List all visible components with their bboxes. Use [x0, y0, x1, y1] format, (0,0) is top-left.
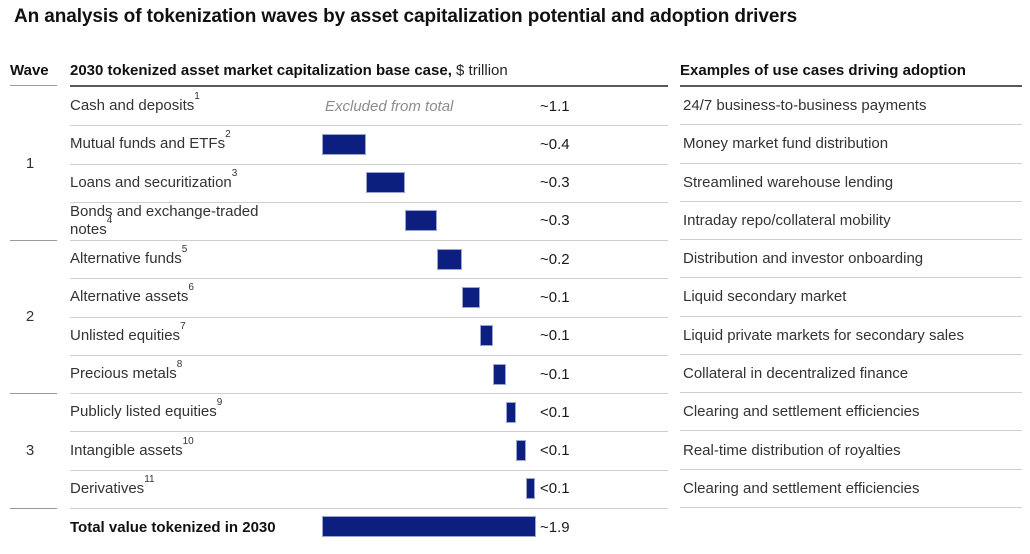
asset-row: Precious metals8 ~0.1 — [70, 355, 668, 395]
page-title: An analysis of tokenization waves by ass… — [14, 6, 798, 27]
asset-row: Unlisted equities7 ~0.1 — [70, 317, 668, 356]
use-case-cell: Clearing and settlement efficiencies — [680, 470, 1022, 508]
asset-value: <0.1 — [540, 480, 570, 498]
use-case-cell: Intraday repo/collateral mobility — [680, 202, 1022, 241]
wave-number: 1 — [25, 155, 35, 173]
asset-label: Loans and securitization3 — [70, 167, 238, 191]
wave-group-rule — [10, 508, 57, 509]
asset-row: Cash and deposits1 Excluded from total ~1.… — [70, 87, 668, 127]
use-case-cell: Distribution and investor onboarding — [680, 240, 1022, 279]
asset-label: Alternative funds5 — [70, 244, 188, 268]
asset-label: Intangible assets10 — [70, 435, 194, 459]
asset-row: Loans and securitization3 ~0.3 — [70, 164, 668, 203]
asset-row: Publicly listed equities9 <0.1 — [70, 393, 668, 433]
wave-number: 2 — [25, 308, 35, 326]
asset-row: Derivatives11 <0.1 — [70, 470, 668, 509]
wave-group-rule — [10, 240, 57, 242]
asset-value: ~0.1 — [540, 288, 570, 306]
use-case-cell: Collateral in decentralized finance — [680, 355, 1022, 394]
capitalization-header-text: 2030 tokenized asset market capitalizati… — [70, 62, 452, 79]
asset-value: ~0.1 — [540, 365, 570, 383]
use-case-cell: Liquid secondary market — [680, 278, 1022, 317]
asset-bar — [505, 401, 516, 423]
asset-bar — [525, 478, 535, 500]
asset-value: ~0.2 — [540, 250, 570, 268]
use-cases-header-rule — [680, 85, 1022, 87]
asset-label: Mutual funds and ETFs2 — [70, 129, 231, 153]
excluded-note: Excluded from total — [325, 97, 454, 115]
asset-value: ~0.3 — [540, 212, 570, 230]
wave-header-rule — [10, 85, 57, 86]
use-cases-column-header: Examples of use cases driving adoption — [680, 62, 966, 79]
asset-label: Precious metals8 — [70, 359, 183, 383]
wave-group-rule — [10, 393, 57, 395]
asset-value: <0.1 — [540, 442, 570, 460]
asset-bar — [493, 363, 506, 385]
asset-label: Alternative assets6 — [70, 282, 194, 306]
asset-value: ~0.1 — [540, 327, 570, 345]
capitalization-header-unit: $ trillion — [451, 62, 508, 79]
asset-bar — [322, 133, 366, 155]
asset-row: Alternative funds5 ~0.2 — [70, 240, 668, 280]
total-label: Total value tokenized in 2030 — [70, 518, 276, 536]
asset-row: Intangible assets10 <0.1 — [70, 431, 668, 471]
use-case-cell: Real-time distribution of royalties — [680, 431, 1022, 470]
asset-label: Bonds and exchange-traded notes4 — [70, 202, 259, 238]
asset-row: Mutual funds and ETFs2 ~0.4 — [70, 125, 668, 165]
asset-label: Publicly listed equities9 — [70, 397, 223, 421]
asset-value: ~0.3 — [540, 174, 570, 192]
asset-bar — [515, 440, 526, 462]
wave-column-header: Wave — [10, 62, 49, 79]
total-bar — [322, 515, 536, 537]
asset-bar — [461, 286, 480, 308]
asset-bar — [479, 325, 494, 347]
asset-value: <0.1 — [540, 403, 570, 421]
capitalization-header-rule — [70, 85, 668, 87]
capitalization-column-header: 2030 tokenized asset market capitalizati… — [70, 62, 508, 79]
asset-row: Bonds and exchange-traded notes4 ~0.3 — [70, 202, 668, 242]
asset-value: ~0.4 — [540, 135, 570, 153]
asset-label: Derivatives11 — [70, 473, 155, 497]
asset-bar — [405, 210, 437, 232]
asset-row: Alternative assets6 ~0.1 — [70, 278, 668, 318]
total-row: Total value tokenized in 2030 ~1.9 — [70, 508, 668, 547]
asset-bar — [436, 248, 462, 270]
use-case-cell: 24/7 business-to-business payments — [680, 87, 1022, 126]
asset-bar — [365, 172, 406, 194]
asset-label: Unlisted equities7 — [70, 320, 186, 344]
total-value: ~1.9 — [540, 518, 570, 536]
use-case-cell: Streamlined warehouse lending — [680, 164, 1022, 202]
use-case-cell: Liquid private markets for secondary sal… — [680, 317, 1022, 355]
use-case-cell: Clearing and settlement efficiencies — [680, 393, 1022, 432]
asset-value: ~1.1 — [540, 97, 570, 115]
use-case-cell: Money market fund distribution — [680, 125, 1022, 164]
asset-label: Cash and deposits1 — [70, 91, 200, 115]
wave-number: 3 — [25, 442, 35, 460]
